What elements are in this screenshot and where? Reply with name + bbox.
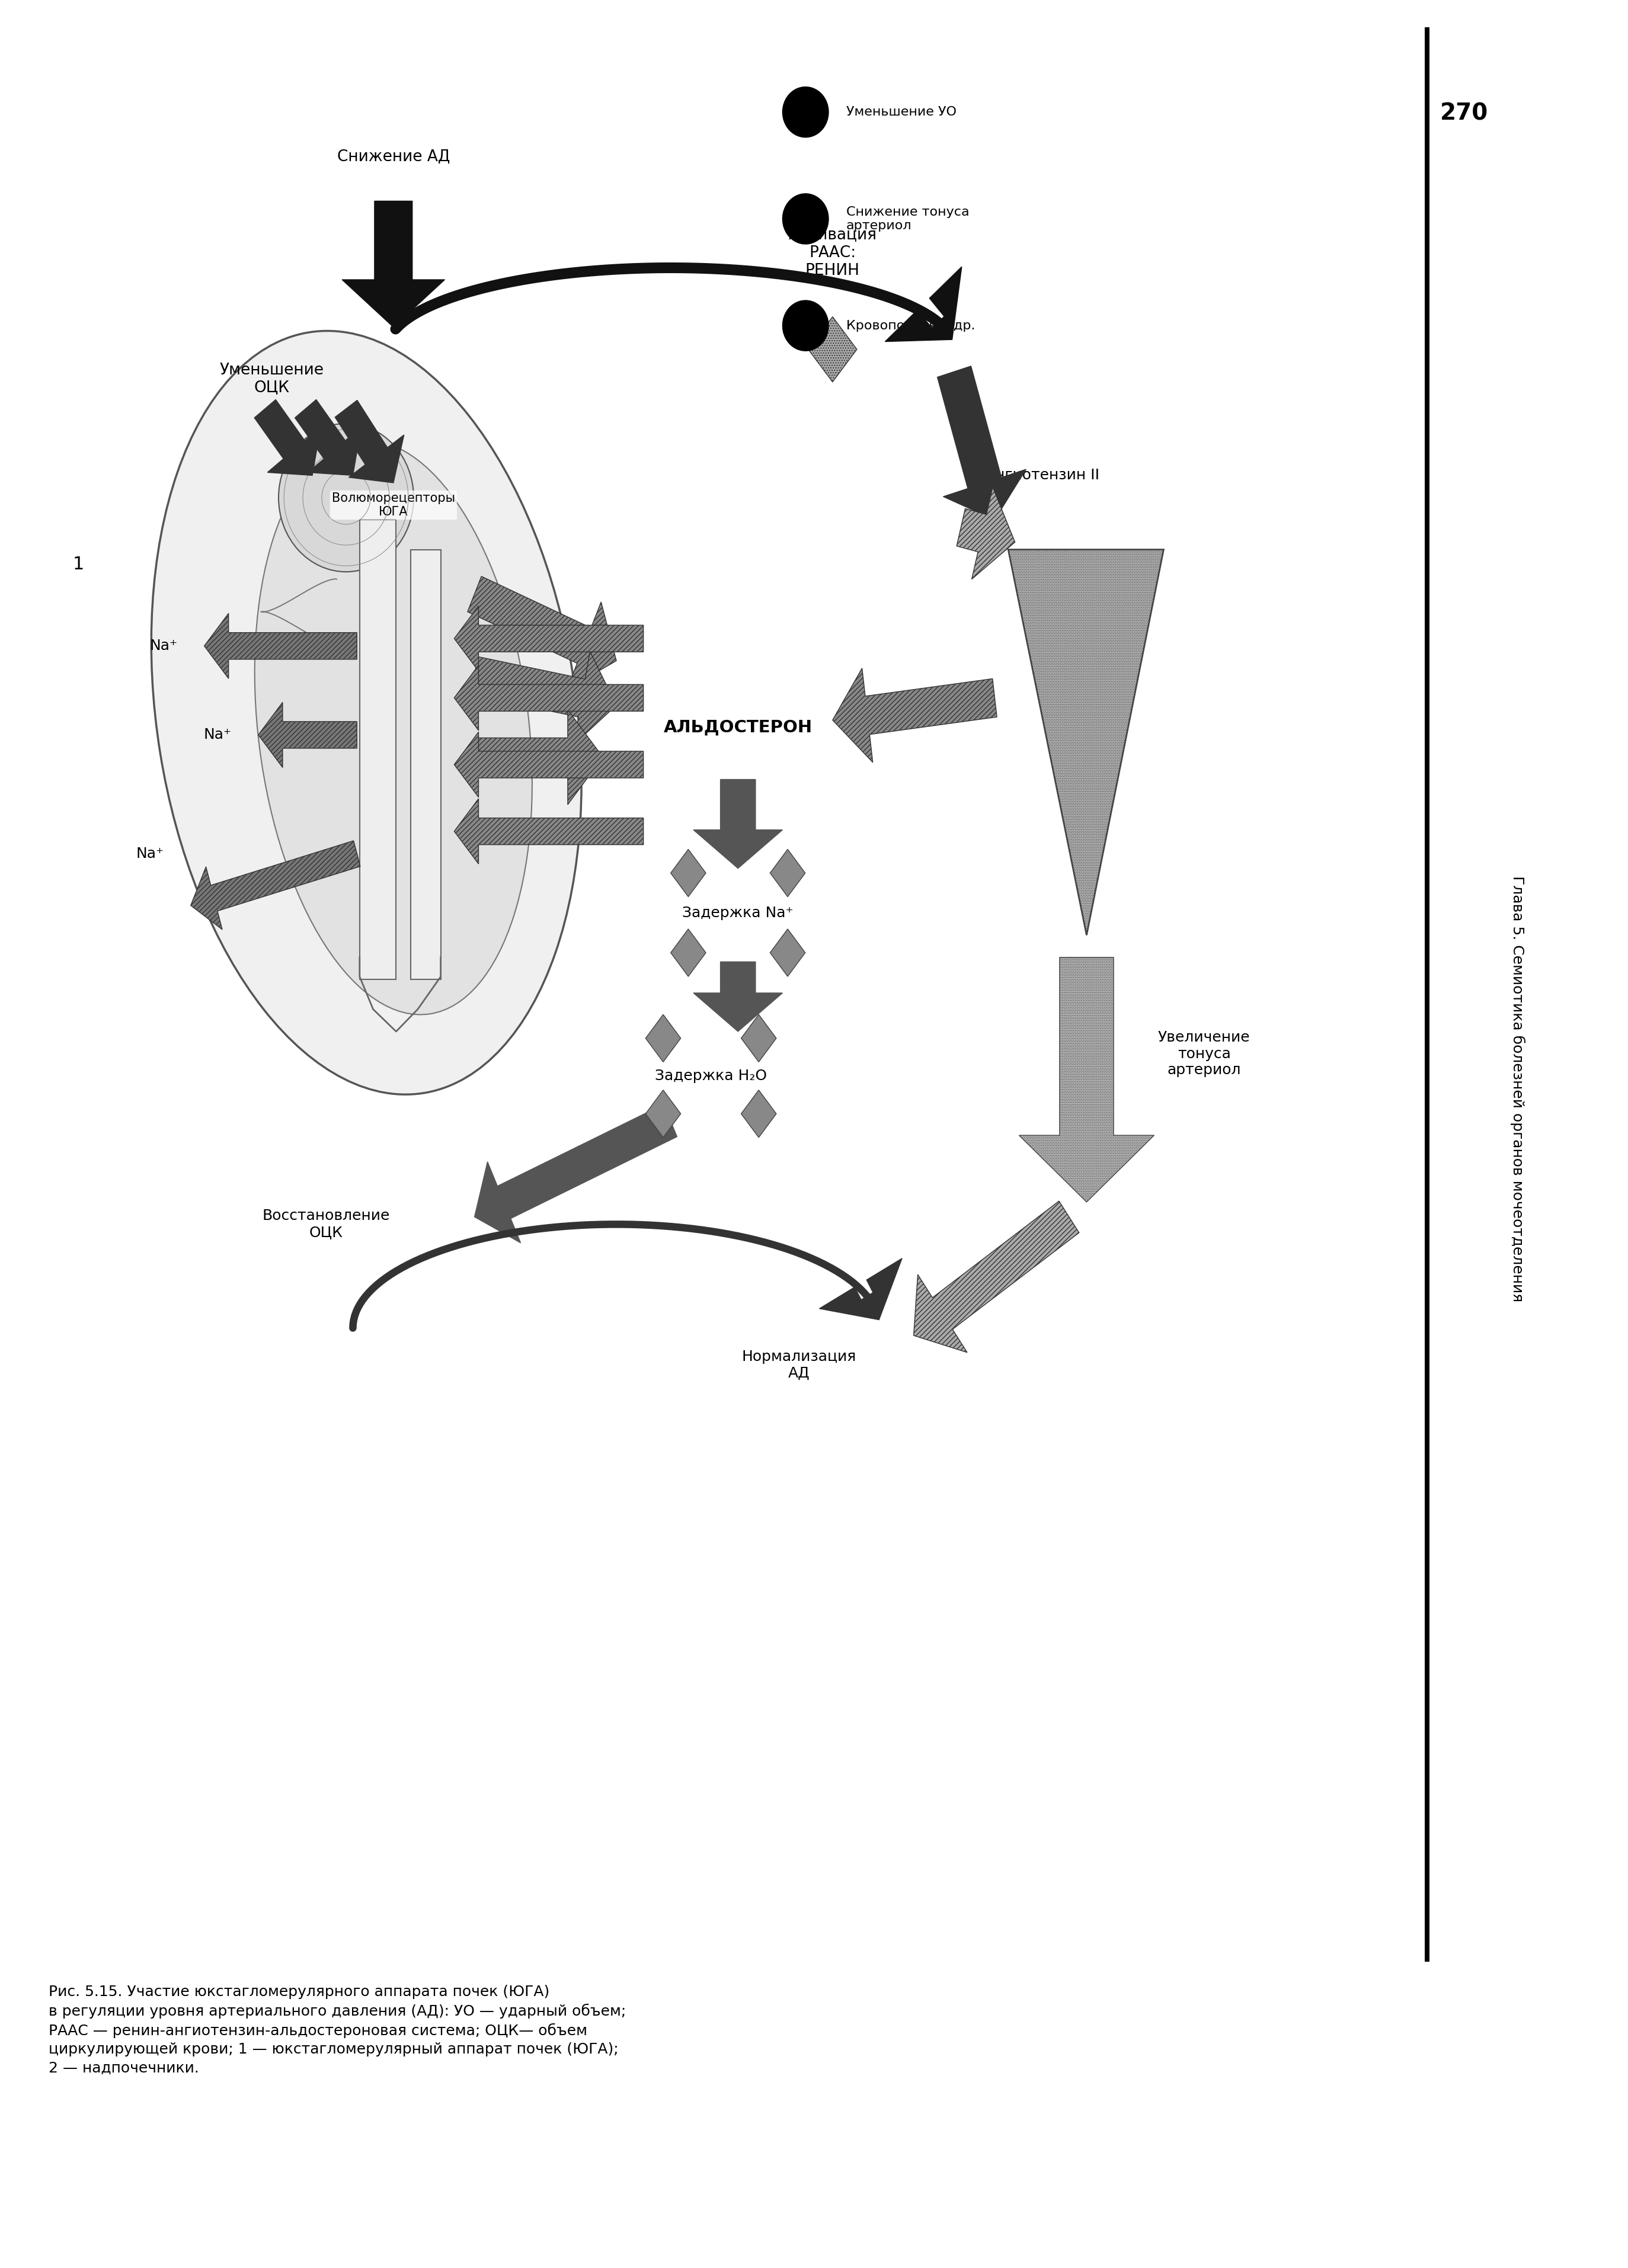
Text: Восстановление
ОЦК: Восстановление ОЦК [262,1209,389,1241]
Text: Нормализация
АД: Нормализация АД [741,1349,856,1381]
Polygon shape [1008,549,1164,934]
Circle shape [783,86,829,138]
Text: 2: 2 [1024,585,1034,603]
Polygon shape [454,733,643,796]
Text: Na⁺: Na⁺ [150,640,177,653]
Text: Кровопотеря и др.: Кровопотеря и др. [847,320,975,331]
Polygon shape [467,576,617,689]
Polygon shape [474,1105,677,1243]
Polygon shape [646,1091,681,1139]
Polygon shape [1019,957,1154,1202]
Polygon shape [190,841,360,930]
Text: Уменьшение УО: Уменьшение УО [847,107,956,118]
Text: Ангиотензин II: Ангиотензин II [985,467,1099,483]
FancyBboxPatch shape [410,549,441,980]
Text: Задержка H₂O: Задержка H₂O [654,1068,767,1084]
Text: Задержка Na⁺: Задержка Na⁺ [682,905,793,921]
Text: 1: 1 [73,556,85,574]
Text: Na⁺: Na⁺ [137,846,164,860]
Text: Волюморецепторы
ЮГА: Волюморецепторы ЮГА [332,492,456,517]
Polygon shape [957,488,1014,578]
Polygon shape [770,930,806,978]
Polygon shape [454,606,643,671]
Polygon shape [694,780,783,869]
Circle shape [278,424,414,572]
Ellipse shape [151,331,581,1095]
Text: АЛЬДОСТЕРОН: АЛЬДОСТЕРОН [664,719,812,735]
Polygon shape [254,399,321,476]
Text: Рис. 5.15. Участие юкстагломерулярного аппарата почек (ЮГА)
в регуляции уровня а: Рис. 5.15. Участие юкстагломерулярного а… [49,1984,627,2075]
Polygon shape [741,1014,777,1061]
Polygon shape [913,1202,1079,1352]
Polygon shape [886,268,962,342]
Polygon shape [474,710,602,805]
Polygon shape [295,399,361,476]
Text: Снижение АД: Снижение АД [337,150,449,163]
Text: Активация
РААС:
РЕНИН: Активация РААС: РЕНИН [788,227,877,279]
Polygon shape [938,365,1026,519]
Polygon shape [671,848,707,896]
Polygon shape [646,1014,681,1061]
Polygon shape [204,612,357,678]
FancyBboxPatch shape [360,519,396,980]
Polygon shape [741,1091,777,1139]
Polygon shape [832,669,996,762]
Text: 270: 270 [1439,102,1488,125]
Polygon shape [335,399,404,483]
Polygon shape [454,798,643,864]
Polygon shape [342,202,444,327]
Polygon shape [454,665,643,730]
Polygon shape [819,1259,902,1320]
Ellipse shape [254,440,532,1014]
Polygon shape [470,651,617,744]
Polygon shape [259,703,357,767]
Polygon shape [807,318,856,381]
Circle shape [783,299,829,352]
Polygon shape [694,962,783,1032]
Polygon shape [671,930,707,978]
Polygon shape [770,848,806,896]
Circle shape [783,193,829,245]
Text: Увеличение
тонуса
артериол: Увеличение тонуса артериол [1158,1030,1250,1077]
Text: Глава 5. Семиотика болезней органов мочеотделения: Глава 5. Семиотика болезней органов моче… [1509,875,1525,1302]
Text: Снижение тонуса
артериол: Снижение тонуса артериол [847,206,969,231]
Text: Na⁺: Na⁺ [204,728,231,742]
Text: Уменьшение
ОЦК: Уменьшение ОЦК [220,363,324,395]
